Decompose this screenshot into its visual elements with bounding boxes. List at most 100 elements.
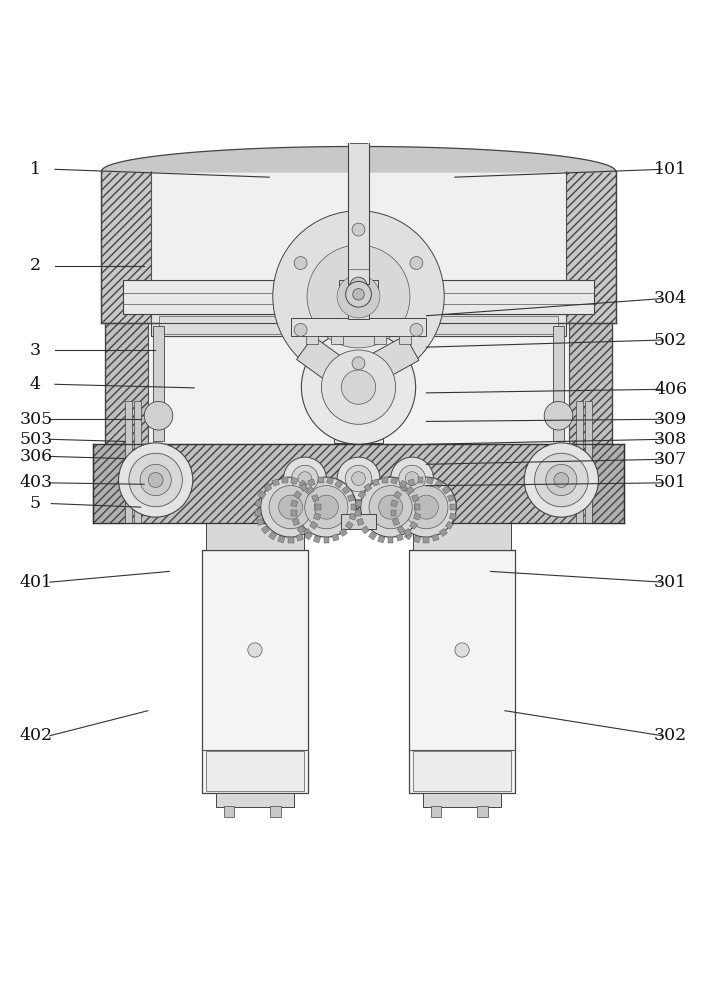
Bar [335, 480, 343, 488]
Bar [427, 477, 434, 484]
Bar [397, 526, 405, 534]
Bar [356, 518, 364, 526]
Bar [566, 171, 616, 323]
Text: 305: 305 [19, 411, 52, 428]
Circle shape [391, 457, 434, 500]
Bar [404, 532, 412, 540]
Circle shape [305, 486, 348, 529]
Bar [304, 532, 313, 540]
Circle shape [129, 453, 182, 507]
Bar [151, 314, 566, 336]
Bar [392, 518, 399, 526]
Bar [158, 316, 344, 334]
Bar [299, 480, 307, 488]
Text: 309: 309 [654, 411, 687, 428]
Bar [348, 139, 369, 284]
Bar [407, 486, 414, 494]
Bar [348, 287, 369, 319]
Text: 5: 5 [30, 495, 41, 512]
Circle shape [546, 464, 577, 496]
Bar [315, 504, 320, 510]
Bar [288, 537, 293, 543]
Bar [445, 521, 453, 529]
Bar [364, 484, 372, 492]
Bar [576, 401, 584, 523]
Circle shape [361, 477, 421, 537]
Circle shape [294, 257, 307, 269]
Bar [553, 326, 564, 441]
Circle shape [346, 281, 371, 307]
Bar [133, 401, 141, 523]
Circle shape [524, 443, 599, 517]
Bar [290, 318, 427, 336]
Bar [373, 316, 559, 334]
Text: 4: 4 [30, 376, 41, 393]
Text: 306: 306 [19, 448, 52, 465]
Circle shape [535, 453, 588, 507]
Bar [361, 526, 369, 534]
Circle shape [410, 257, 423, 269]
Bar [349, 513, 356, 520]
Bar [306, 486, 314, 494]
Polygon shape [297, 336, 360, 393]
Bar [300, 484, 308, 492]
Bar [409, 521, 417, 529]
Bar [341, 514, 376, 529]
Bar [105, 323, 148, 444]
Bar [440, 528, 447, 536]
Bar [424, 537, 429, 543]
Bar [450, 504, 456, 510]
Bar [332, 534, 339, 541]
Bar [269, 532, 277, 540]
Bar [296, 534, 303, 541]
Bar [291, 510, 297, 516]
Circle shape [337, 457, 380, 500]
Bar [350, 137, 367, 143]
Bar [297, 526, 305, 534]
Bar [304, 528, 312, 536]
Bar [148, 323, 569, 444]
Bar [351, 504, 356, 510]
Bar [374, 336, 386, 344]
Text: 301: 301 [654, 574, 687, 591]
Bar [339, 528, 347, 536]
Bar [399, 484, 408, 492]
Bar [151, 171, 566, 323]
Circle shape [455, 643, 469, 657]
Text: 406: 406 [654, 381, 687, 398]
Bar [424, 793, 500, 807]
Circle shape [414, 495, 438, 519]
Bar [477, 806, 488, 817]
Bar [369, 532, 376, 540]
Circle shape [352, 357, 365, 370]
Circle shape [283, 457, 326, 500]
Text: 307: 307 [654, 451, 687, 468]
Bar [388, 537, 394, 543]
Text: 402: 402 [19, 727, 52, 744]
Bar [431, 806, 442, 817]
Bar [391, 500, 398, 507]
Bar [382, 477, 388, 483]
Text: 304: 304 [654, 290, 687, 307]
Bar [101, 171, 151, 323]
Bar [346, 521, 353, 529]
Bar [255, 500, 262, 507]
Text: 403: 403 [19, 474, 52, 491]
Bar [333, 404, 384, 443]
Bar [123, 280, 594, 314]
Bar [310, 521, 318, 529]
Bar [313, 513, 320, 520]
Circle shape [352, 223, 365, 236]
Bar [413, 751, 511, 791]
Bar [331, 336, 343, 344]
Bar [442, 486, 450, 494]
Text: 302: 302 [654, 727, 687, 744]
Circle shape [405, 472, 419, 485]
Bar [277, 536, 285, 543]
Bar [328, 398, 389, 405]
Bar [294, 491, 302, 499]
Bar [355, 500, 362, 507]
Bar [293, 518, 300, 526]
Circle shape [379, 495, 403, 519]
Bar [342, 486, 350, 494]
